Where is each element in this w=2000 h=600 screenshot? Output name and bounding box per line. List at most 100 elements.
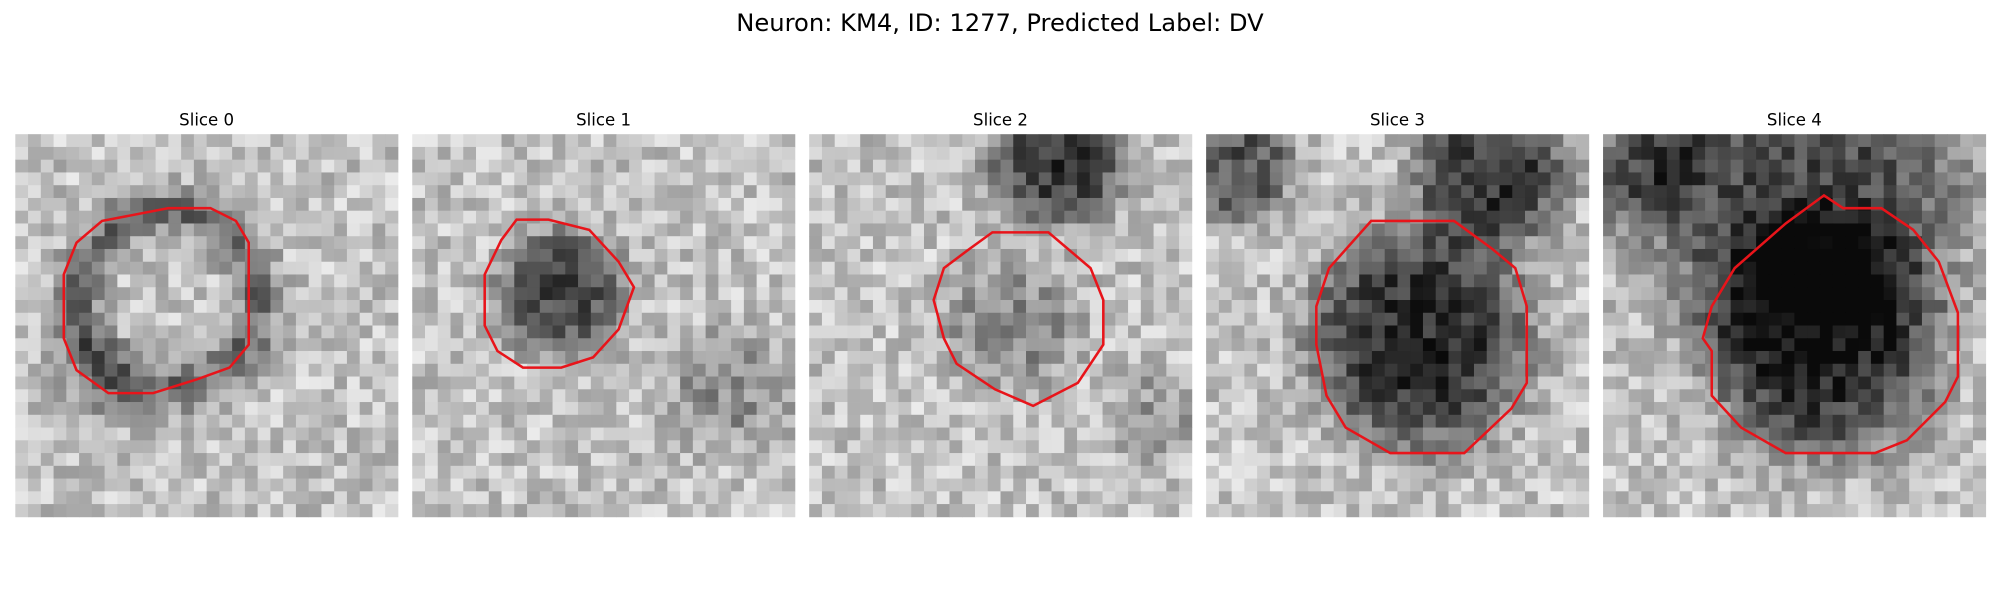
pixel [1461, 261, 1475, 275]
pixel [1934, 351, 1948, 365]
pixel [1115, 338, 1129, 352]
pixel [1641, 504, 1655, 518]
pixel [1768, 478, 1783, 492]
pixel [1359, 300, 1373, 314]
pixel [283, 363, 297, 377]
pixel [193, 453, 208, 467]
pixel [1473, 402, 1488, 416]
pixel [1269, 159, 1284, 173]
pixel [1410, 491, 1424, 505]
pixel [949, 376, 963, 390]
pixel [1870, 210, 1885, 224]
pixel [834, 427, 848, 441]
pixel [1883, 185, 1897, 199]
pixel [1972, 427, 1987, 441]
pixel [1448, 248, 1462, 263]
pixel [923, 236, 938, 250]
pixel [1845, 274, 1859, 288]
pixel [1512, 325, 1526, 339]
pixel [1896, 351, 1910, 365]
pixel [1269, 376, 1284, 390]
pixel [1819, 440, 1834, 454]
pixel [334, 274, 348, 288]
pixel [425, 504, 439, 518]
pixel [1448, 414, 1462, 428]
pixel [257, 134, 271, 148]
pixel [346, 504, 361, 518]
pixel [565, 236, 579, 250]
pixel [1486, 427, 1500, 441]
pixel [692, 338, 706, 352]
pixel [1576, 465, 1590, 479]
pixel [1244, 414, 1258, 428]
pixel [359, 312, 373, 326]
pixel [1384, 351, 1398, 365]
pixel [308, 414, 322, 428]
pixel [1972, 338, 1987, 352]
pixel [872, 287, 887, 301]
pixel [425, 261, 439, 275]
pixel [718, 465, 732, 479]
pixel [206, 351, 220, 365]
pixel [1179, 287, 1193, 301]
pixel [949, 300, 963, 314]
pixel [1628, 440, 1642, 454]
pixel [680, 134, 694, 148]
pixel [565, 134, 579, 148]
pixel [1883, 197, 1897, 212]
pixel [1679, 504, 1693, 518]
pixel [79, 185, 93, 199]
pixel [130, 363, 144, 377]
pixel [552, 351, 566, 365]
pixel [142, 274, 156, 288]
pixel [667, 274, 681, 288]
pixel [1947, 504, 1961, 518]
pixel [705, 274, 719, 288]
pixel [321, 146, 335, 161]
pixel [1115, 402, 1129, 416]
pixel [667, 261, 681, 275]
pixel [1858, 261, 1872, 275]
pixel [1576, 274, 1590, 288]
pixel [463, 453, 477, 467]
pixel [1641, 478, 1655, 492]
pixel [1807, 376, 1821, 390]
pixel [1308, 427, 1322, 441]
pixel [1563, 236, 1577, 250]
pixel [539, 338, 553, 352]
pixel [425, 376, 439, 390]
pixel [1717, 427, 1731, 441]
pixel [1295, 491, 1309, 505]
pixel [1832, 402, 1846, 416]
pixel [936, 172, 950, 186]
pixel [1064, 453, 1078, 467]
pixel [130, 134, 144, 148]
pixel [1615, 248, 1629, 263]
pixel [1743, 223, 1757, 237]
pixel [1295, 504, 1309, 518]
pixel [1743, 300, 1757, 314]
pixel [1410, 146, 1424, 161]
pixel [142, 197, 156, 212]
pixel [1896, 414, 1910, 428]
pixel [898, 491, 912, 505]
pixel [756, 223, 770, 237]
pixel [1051, 236, 1065, 250]
pixel [1282, 478, 1296, 492]
pixel [1244, 197, 1258, 212]
pixel [244, 338, 259, 352]
pixel [949, 504, 963, 518]
pixel [514, 274, 528, 288]
pixel [1013, 338, 1027, 352]
pixel [769, 172, 783, 186]
pixel [1972, 261, 1987, 275]
pixel [1308, 248, 1322, 263]
pixel [1153, 453, 1167, 467]
pixel [629, 351, 643, 365]
pixel [552, 300, 566, 314]
pixel [15, 465, 29, 479]
pixel [463, 427, 477, 441]
pixel [372, 223, 386, 237]
pixel [40, 453, 54, 467]
pixel [1896, 427, 1910, 441]
